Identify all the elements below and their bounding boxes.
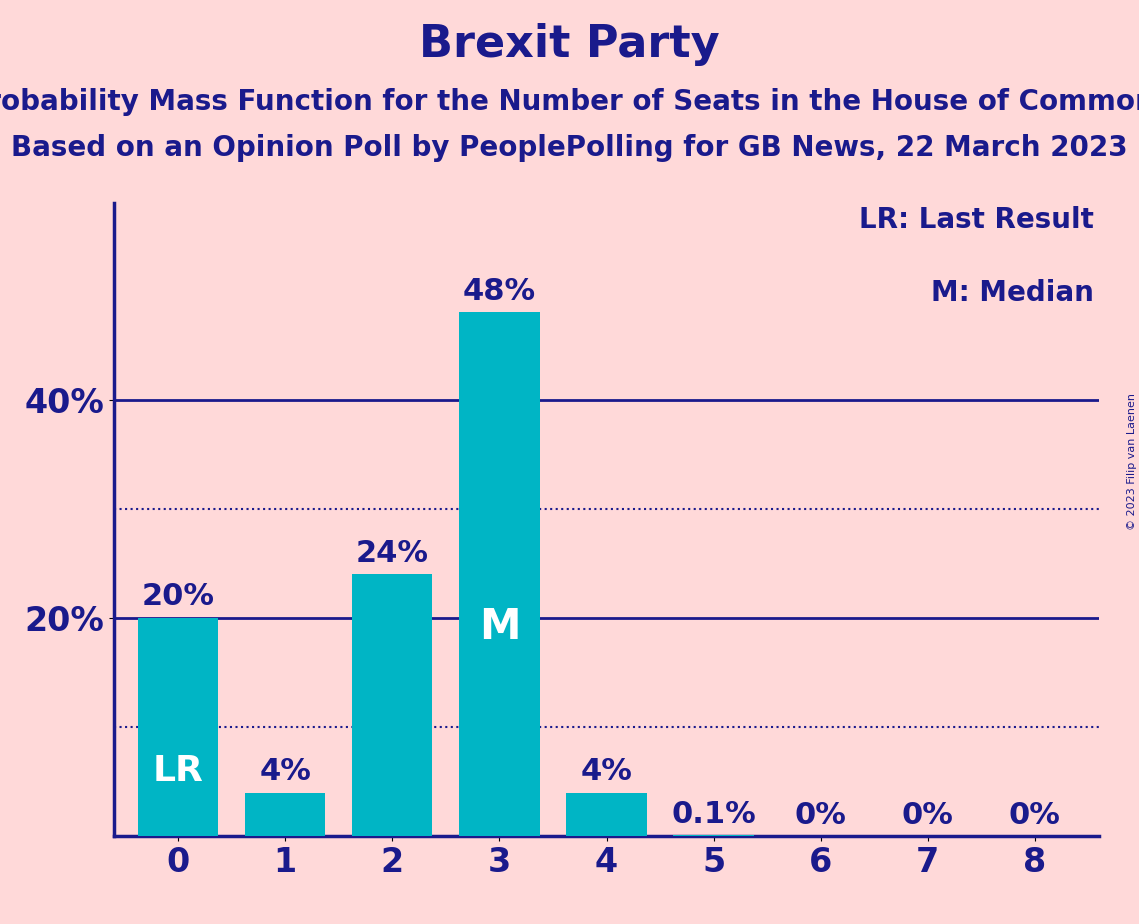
Text: Based on an Opinion Poll by PeoplePolling for GB News, 22 March 2023: Based on an Opinion Poll by PeoplePollin…	[11, 134, 1128, 162]
Text: M: M	[478, 606, 521, 648]
Bar	[459, 312, 540, 836]
Text: 0%: 0%	[902, 801, 953, 830]
Text: 4%: 4%	[260, 757, 311, 786]
Text: LR: LR	[153, 754, 204, 788]
Text: 0%: 0%	[795, 801, 846, 830]
Text: 48%: 48%	[462, 277, 536, 306]
Bar	[352, 575, 433, 836]
Text: 0%: 0%	[1009, 801, 1060, 830]
Text: 4%: 4%	[581, 757, 632, 786]
Text: 20%: 20%	[141, 582, 214, 612]
Text: © 2023 Filip van Laenen: © 2023 Filip van Laenen	[1126, 394, 1137, 530]
Text: Brexit Party: Brexit Party	[419, 23, 720, 67]
Text: M: Median: M: Median	[932, 279, 1095, 308]
Text: LR: Last Result: LR: Last Result	[859, 206, 1095, 235]
Bar	[566, 793, 647, 836]
Text: 0.1%: 0.1%	[671, 799, 756, 829]
Text: Probability Mass Function for the Number of Seats in the House of Commons: Probability Mass Function for the Number…	[0, 88, 1139, 116]
Bar	[673, 835, 754, 836]
Bar	[245, 793, 326, 836]
Bar	[138, 618, 219, 836]
Text: 24%: 24%	[355, 539, 429, 567]
